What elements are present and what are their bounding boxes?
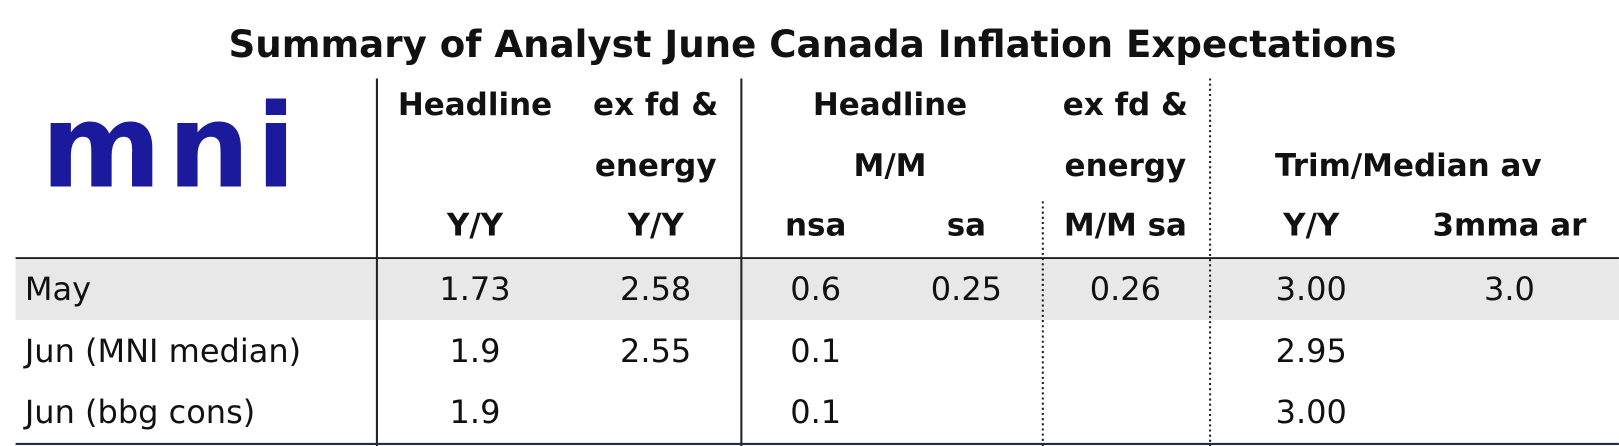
header-cell: Headline: [813, 87, 967, 123]
header-cell: ex fd &: [1063, 87, 1188, 123]
header-cell: energy: [595, 148, 717, 184]
cell: 1.9: [450, 332, 501, 370]
cell: 1.9: [450, 393, 501, 431]
header-cell: nsa: [785, 208, 846, 244]
header-cell: Trim/Median av: [1275, 148, 1542, 184]
header-cell: energy: [1065, 148, 1187, 184]
header-cell: sa: [947, 208, 986, 244]
table-title: Summary of Analyst June Canada Inflation…: [229, 23, 1397, 66]
header: Headline Y/Y ex fd & energy Y/Y Headline…: [398, 87, 1587, 244]
cell: 0.1: [790, 393, 841, 431]
header-cell: Headline: [398, 87, 552, 123]
header-cell: ex fd &: [593, 87, 718, 123]
row-label: Jun (MNI median): [23, 332, 301, 370]
table-body: May 1.73 2.58 0.6 0.25 0.26 3.00 3.0 Jun (MNI me…: [23, 270, 1535, 431]
row-label: May: [25, 270, 91, 308]
header-cell: Y/Y: [627, 208, 685, 244]
cell: 2.95: [1276, 332, 1347, 370]
grid: [15, 78, 1619, 446]
header-cell: M/M sa: [1064, 208, 1187, 244]
cell: 0.1: [790, 332, 841, 370]
header-cell: Y/Y: [1282, 208, 1340, 244]
cell: 0.26: [1090, 270, 1161, 308]
header-cell: M/M: [854, 148, 927, 184]
header-cell: Y/Y: [446, 208, 504, 244]
cell: 3.00: [1276, 270, 1347, 308]
logo: mni: [41, 81, 302, 215]
cell: 2.55: [620, 332, 691, 370]
row-label: Jun (bbg cons): [23, 393, 255, 431]
cell: 1.73: [439, 270, 510, 308]
header-cell: 3mma ar: [1433, 208, 1588, 244]
cell: 0.25: [931, 270, 1002, 308]
cell: 2.58: [620, 270, 691, 308]
cell: 0.6: [790, 270, 841, 308]
row-highlight: [15, 260, 1619, 321]
cell: 3.00: [1276, 393, 1347, 431]
cell: 3.0: [1484, 270, 1535, 308]
